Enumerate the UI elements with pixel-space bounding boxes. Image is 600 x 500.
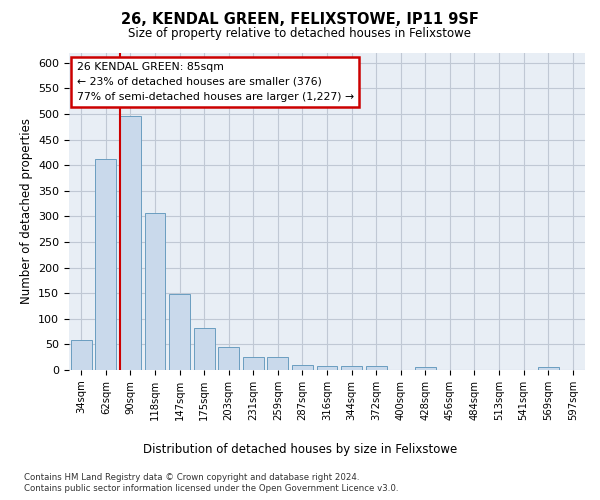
Text: Contains public sector information licensed under the Open Government Licence v3: Contains public sector information licen… <box>24 484 398 493</box>
Bar <box>145 214 166 370</box>
Text: Size of property relative to detached houses in Felixstowe: Size of property relative to detached ho… <box>128 28 472 40</box>
Bar <box>415 368 436 370</box>
Bar <box>95 159 116 370</box>
Bar <box>365 366 386 370</box>
Y-axis label: Number of detached properties: Number of detached properties <box>20 118 32 304</box>
Bar <box>218 347 239 370</box>
Bar <box>169 294 190 370</box>
Bar <box>120 116 141 370</box>
Text: 26, KENDAL GREEN, FELIXSTOWE, IP11 9SF: 26, KENDAL GREEN, FELIXSTOWE, IP11 9SF <box>121 12 479 28</box>
Text: Contains HM Land Registry data © Crown copyright and database right 2024.: Contains HM Land Registry data © Crown c… <box>24 472 359 482</box>
Bar <box>317 366 337 370</box>
Bar <box>243 357 264 370</box>
Bar <box>292 365 313 370</box>
Bar <box>341 366 362 370</box>
Text: 26 KENDAL GREEN: 85sqm
← 23% of detached houses are smaller (376)
77% of semi-de: 26 KENDAL GREEN: 85sqm ← 23% of detached… <box>77 62 354 102</box>
Bar <box>194 328 215 370</box>
Bar <box>538 368 559 370</box>
Bar <box>268 357 289 370</box>
Text: Distribution of detached houses by size in Felixstowe: Distribution of detached houses by size … <box>143 442 457 456</box>
Bar <box>71 340 92 370</box>
